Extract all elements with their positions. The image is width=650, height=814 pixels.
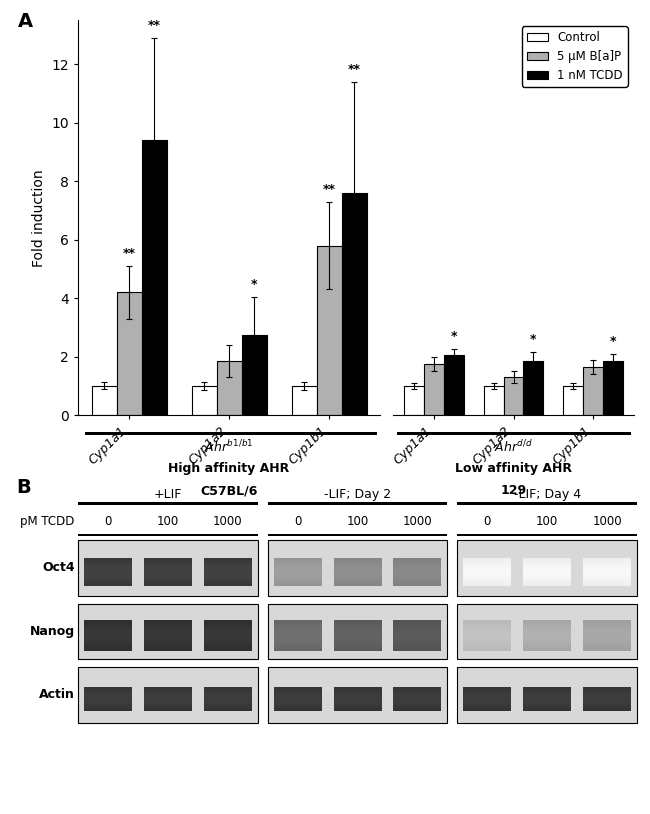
Bar xyxy=(404,386,424,415)
Bar xyxy=(603,361,623,415)
Bar xyxy=(92,386,117,415)
Text: **: ** xyxy=(148,19,161,32)
Bar xyxy=(583,367,603,415)
Text: *: * xyxy=(530,334,537,347)
Bar xyxy=(292,386,317,415)
Text: *: * xyxy=(251,278,257,291)
Text: -LIF; Day 4: -LIF; Day 4 xyxy=(514,488,580,501)
Text: A: A xyxy=(18,12,32,32)
Text: *: * xyxy=(450,330,457,344)
Text: 100: 100 xyxy=(536,515,558,528)
Bar xyxy=(242,335,266,415)
Text: Oct4: Oct4 xyxy=(42,562,75,575)
Bar xyxy=(504,377,523,415)
Text: -LIF; Day 2: -LIF; Day 2 xyxy=(324,488,391,501)
Text: C57BL/6: C57BL/6 xyxy=(200,484,258,497)
Bar xyxy=(341,193,367,415)
Text: 100: 100 xyxy=(346,515,369,528)
Text: 1000: 1000 xyxy=(213,515,242,528)
Text: **: ** xyxy=(348,63,361,76)
Text: B: B xyxy=(16,478,31,497)
Text: **: ** xyxy=(123,247,136,260)
Bar xyxy=(444,355,464,415)
Bar xyxy=(117,292,142,415)
Bar xyxy=(216,361,242,415)
Text: Actin: Actin xyxy=(39,689,75,702)
Legend: Control, 5 μM B[a]P, 1 nM TCDD: Control, 5 μM B[a]P, 1 nM TCDD xyxy=(522,26,628,86)
Bar xyxy=(484,386,504,415)
Text: 0: 0 xyxy=(104,515,112,528)
Y-axis label: Fold induction: Fold induction xyxy=(32,169,46,266)
Bar xyxy=(523,361,543,415)
Text: 129: 129 xyxy=(500,484,526,497)
Text: 1000: 1000 xyxy=(402,515,432,528)
Text: 0: 0 xyxy=(484,515,491,528)
Text: Low affinity AHR: Low affinity AHR xyxy=(455,462,572,475)
Bar xyxy=(424,364,444,415)
Bar xyxy=(317,246,341,415)
Bar xyxy=(563,386,583,415)
Text: +LIF: +LIF xyxy=(154,488,182,501)
Text: *: * xyxy=(610,335,616,348)
Text: $Ahr^{b1/b1}$: $Ahr^{b1/b1}$ xyxy=(205,440,254,456)
Text: 0: 0 xyxy=(294,515,301,528)
Text: $Ahr^{d/d}$: $Ahr^{d/d}$ xyxy=(494,440,533,456)
Text: Nanog: Nanog xyxy=(30,625,75,638)
Bar xyxy=(192,386,216,415)
Bar xyxy=(142,140,166,415)
Text: pM TCDD: pM TCDD xyxy=(20,515,75,528)
Text: High affinity AHR: High affinity AHR xyxy=(168,462,290,475)
Text: 100: 100 xyxy=(157,515,179,528)
Text: **: ** xyxy=(322,183,335,196)
Text: 1000: 1000 xyxy=(592,515,622,528)
